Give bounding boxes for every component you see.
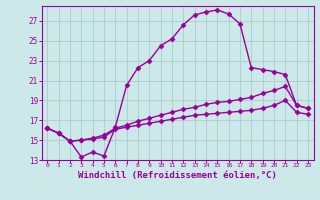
X-axis label: Windchill (Refroidissement éolien,°C): Windchill (Refroidissement éolien,°C) — [78, 171, 277, 180]
